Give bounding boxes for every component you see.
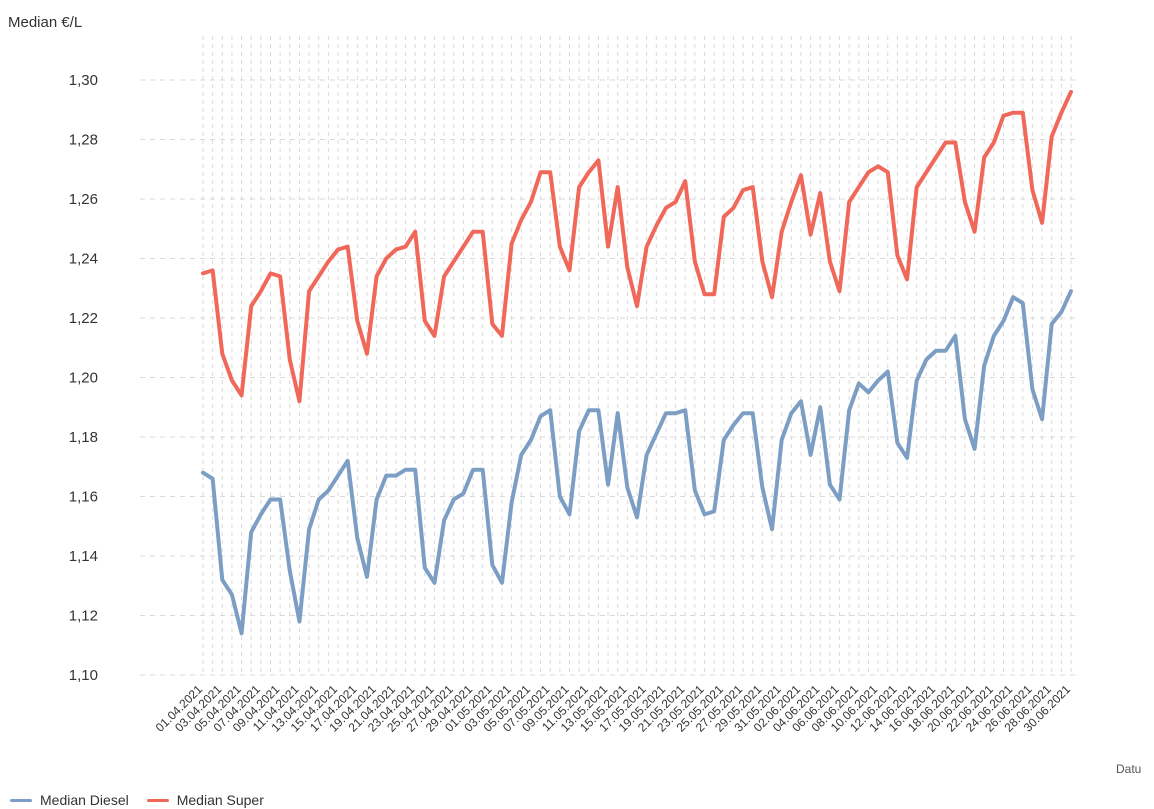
y-tick-label: 1,12 [69, 608, 98, 625]
chart-legend: Median Diesel Median Super [10, 792, 282, 808]
legend-swatch-super [146, 798, 169, 802]
series-line-super [201, 89, 1073, 404]
y-tick-label: 1,30 [69, 72, 98, 89]
y-axis-label: Median €/L [8, 14, 83, 31]
y-tick-label: 1,16 [69, 489, 98, 506]
legend-label-super: Median Super [176, 792, 264, 808]
x-axis-label: Datu [1116, 762, 1142, 776]
y-tick-label: 1,28 [69, 132, 98, 149]
legend-swatch-diesel [10, 798, 32, 802]
legend-item-diesel: Median Diesel [10, 792, 129, 808]
legend-label-diesel: Median Diesel [40, 792, 129, 808]
y-tick-label: 1,24 [69, 251, 98, 268]
y-tick-label: 1,14 [69, 548, 98, 565]
y-tick-label: 1,26 [69, 191, 98, 208]
y-tick-label: 1,20 [69, 370, 98, 387]
y-tick-label: 1,22 [69, 310, 98, 327]
series-line-diesel [201, 289, 1073, 636]
y-tick-label: 1,18 [69, 429, 98, 446]
y-tick-label: 1,10 [69, 667, 98, 684]
legend-item-super: Median Super [146, 792, 264, 808]
